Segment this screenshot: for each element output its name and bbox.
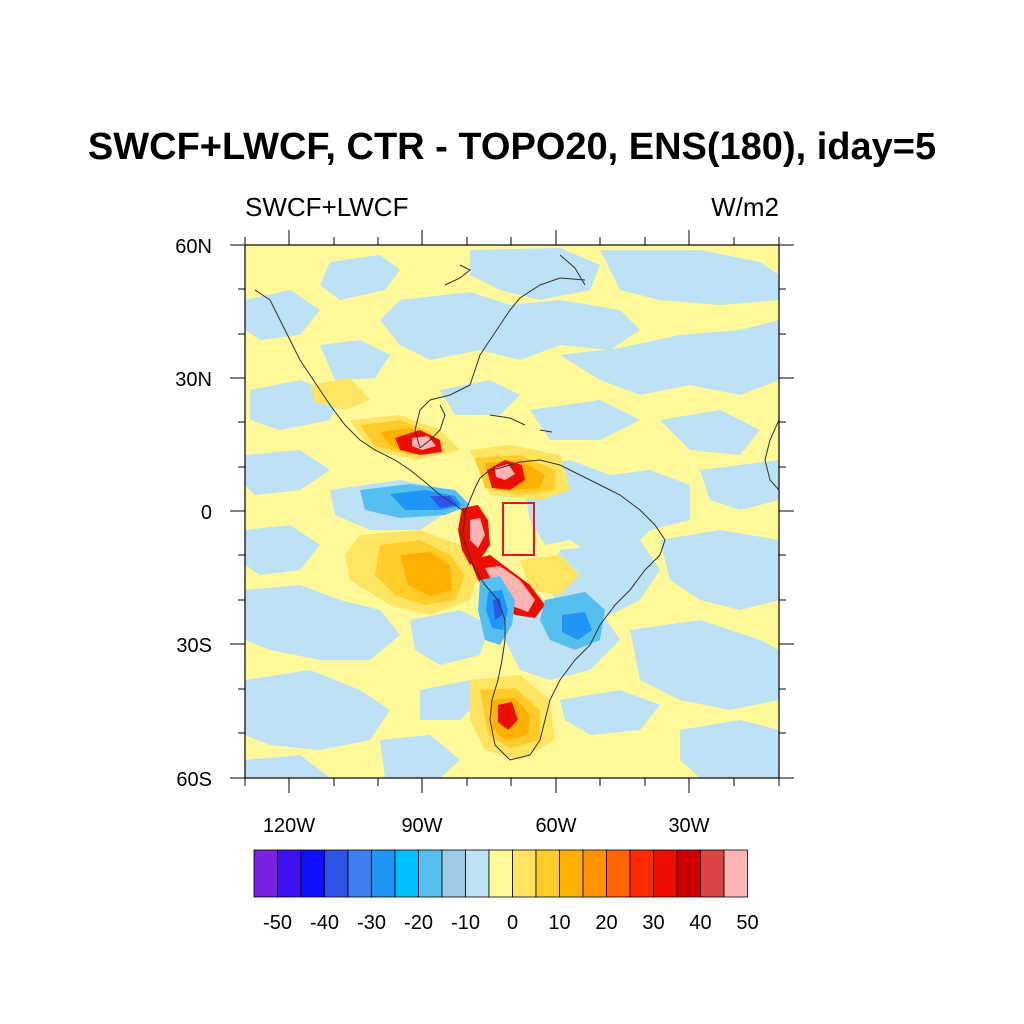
colorbar	[253, 849, 748, 898]
colorbar-swatch	[418, 849, 443, 898]
colorbar-swatch	[300, 849, 325, 898]
colorbar-swatch	[723, 849, 748, 898]
colorbar-swatch	[559, 849, 584, 898]
colorbar-swatch	[347, 849, 372, 898]
colorbar-tick-label: 20	[595, 912, 617, 934]
region-box	[502, 502, 535, 556]
colorbar-swatch	[324, 849, 349, 898]
colorbar-tick-label: 50	[736, 912, 758, 934]
colorbar-swatch	[535, 849, 560, 898]
colorbar-swatch	[394, 849, 419, 898]
longitude-labels: 120W 90W 60W 30W	[263, 815, 710, 837]
colorbar-labels: -50 -40 -30 -20 -10 0 10 20 30 40 50	[263, 912, 759, 934]
colorbar-tick-label: 10	[548, 912, 570, 934]
colorbar-swatch	[253, 849, 278, 898]
plot-title: SWCF+LWCF, CTR - TOPO20, ENS(180), iday=…	[87, 126, 937, 168]
colorbar-tick-label: -30	[357, 912, 386, 934]
colorbar-swatch	[488, 849, 513, 898]
axis-ticks	[230, 230, 794, 793]
colorbar-swatch	[441, 849, 466, 898]
colorbar-swatch	[629, 849, 654, 898]
colorbar-swatch	[582, 849, 607, 898]
lat-label: 60S	[176, 769, 212, 791]
colorbar-tick-label: -10	[451, 912, 480, 934]
lat-label: 60N	[175, 236, 212, 258]
latitude-labels: 60N 30N 0 30S 60S	[175, 236, 212, 791]
colorbar-swatch	[700, 849, 725, 898]
colorbar-swatch	[277, 849, 302, 898]
colorbar-tick-label: 0	[507, 912, 518, 934]
colorbar-swatch	[371, 849, 396, 898]
colorbar-tick-label: -40	[310, 912, 339, 934]
lat-label: 0	[201, 502, 212, 524]
lon-label: 120W	[263, 815, 315, 837]
coastlines	[254, 254, 779, 761]
colorbar-tick-label: -50	[263, 912, 292, 934]
colorbar-tick-label: 40	[689, 912, 711, 934]
colorbar-tick-label: 30	[642, 912, 664, 934]
lon-label: 60W	[535, 815, 576, 837]
lon-label: 90W	[401, 815, 442, 837]
light-blue-patches	[245, 248, 779, 778]
lat-label: 30S	[176, 635, 212, 657]
map-field	[245, 245, 779, 778]
lat-label: 30N	[175, 369, 212, 391]
colorbar-tick-label: -20	[404, 912, 433, 934]
units-label: W/m2	[711, 192, 779, 222]
colorbar-swatch	[653, 849, 678, 898]
variable-label: SWCF+LWCF	[245, 192, 409, 222]
colorbar-swatch	[676, 849, 701, 898]
lon-label: 30W	[668, 815, 709, 837]
colorbar-swatch	[606, 849, 631, 898]
colorbar-swatch	[512, 849, 537, 898]
colorbar-swatch	[465, 849, 490, 898]
